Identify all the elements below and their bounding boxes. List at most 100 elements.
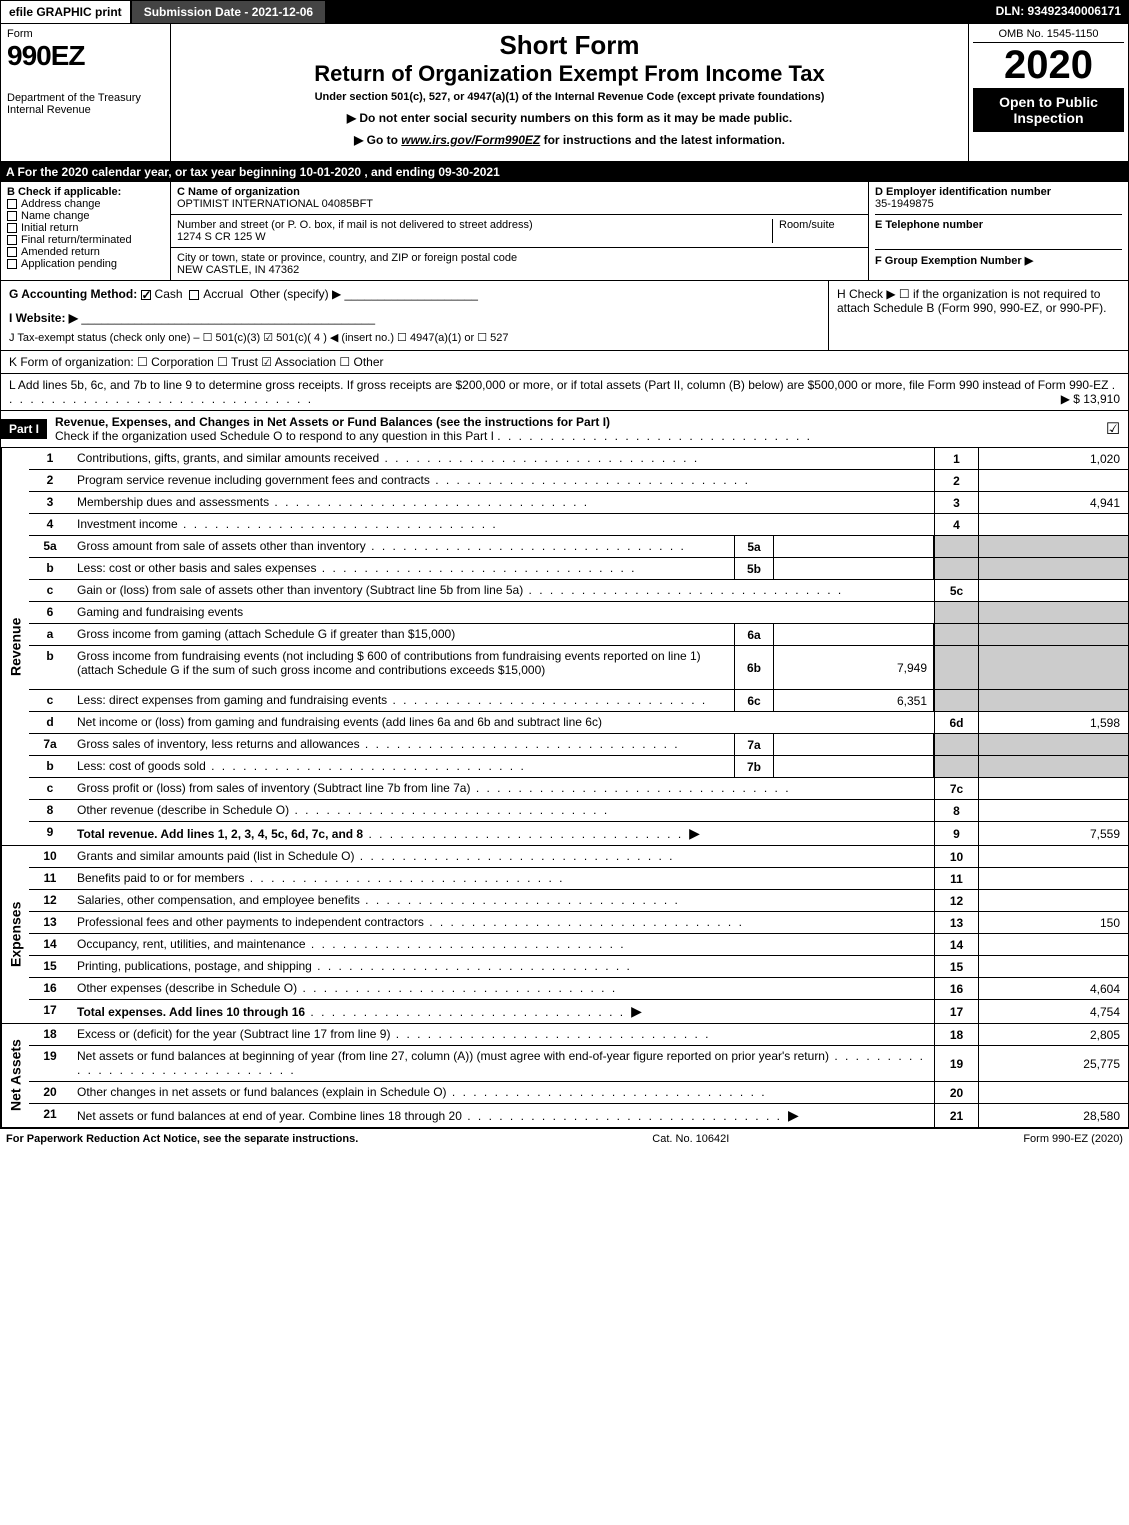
l13-rv: 150 [978,912,1128,933]
l9-arrow: ▶ [683,825,706,841]
line-21: 21 Net assets or fund balances at end of… [29,1104,1128,1127]
l7a-sv [774,734,934,755]
chk-initial-label: Initial return [21,222,78,234]
l6-rv-shade [978,602,1128,623]
line-7b: b Less: cost of goods sold 7b [29,756,1128,778]
l21-rv: 28,580 [978,1104,1128,1127]
l18-rn: 18 [934,1024,978,1045]
l3-num: 3 [29,492,71,513]
l7b-sn: 7b [734,756,774,777]
l2-rn: 2 [934,470,978,491]
l1-rn: 1 [934,448,978,469]
line-i: I Website: ▶ [9,311,78,325]
l10-num: 10 [29,846,71,867]
line-16: 16 Other expenses (describe in Schedule … [29,978,1128,1000]
l7c-rn: 7c [934,778,978,799]
header-right: OMB No. 1545-1150 2020 Open to Public In… [968,24,1128,161]
part1-header: Part I Revenue, Expenses, and Changes in… [0,411,1129,448]
line-10: 10 Grants and similar amounts paid (list… [29,846,1128,868]
chk-final[interactable]: Final return/terminated [7,234,164,246]
l7c-num: c [29,778,71,799]
l4-rv [978,514,1128,535]
l6c-rv-shade [978,690,1128,711]
chk-accrual[interactable] [189,290,199,300]
goto-link[interactable]: www.irs.gov/Form990EZ [401,133,540,147]
l19-desc: Net assets or fund balances at beginning… [77,1049,829,1063]
l14-rn: 14 [934,934,978,955]
l12-num: 12 [29,890,71,911]
g-label: G Accounting Method: [9,287,137,301]
part1-title: Revenue, Expenses, and Changes in Net As… [55,415,610,429]
l6-num: 6 [29,602,71,623]
l4-num: 4 [29,514,71,535]
revenue-label: Revenue [1,448,29,845]
tax-year: 2020 [973,43,1124,88]
line-15: 15 Printing, publications, postage, and … [29,956,1128,978]
part1-check[interactable]: ☑ [1098,419,1128,439]
l19-rv: 25,775 [978,1046,1128,1081]
submission-date: Submission Date - 2021-12-06 [131,0,326,24]
chk-amended-label: Amended return [21,246,100,258]
org-name-label: C Name of organization [177,186,862,198]
main-title: Return of Organization Exempt From Incom… [181,61,958,87]
l8-desc: Other revenue (describe in Schedule O) [77,803,289,817]
accrual-label: Accrual [203,287,243,301]
l17-rv: 4,754 [978,1000,1128,1023]
l7b-rn-shade [934,756,978,777]
line-12: 12 Salaries, other compensation, and emp… [29,890,1128,912]
dln: DLN: 93492340006171 [988,0,1129,24]
l17-desc: Total expenses. Add lines 10 through 16 [77,1005,305,1019]
city-label: City or town, state or province, country… [177,252,862,264]
l16-num: 16 [29,978,71,999]
l5b-rv-shade [978,558,1128,579]
other-label: Other (specify) ▶ [250,287,341,301]
l6c-desc: Less: direct expenses from gaming and fu… [77,693,387,707]
l20-desc: Other changes in net assets or fund bala… [77,1085,447,1099]
l7a-rn-shade [934,734,978,755]
l6d-rn: 6d [934,712,978,733]
l9-rv: 7,559 [978,822,1128,845]
goto-post: for instructions and the latest informat… [540,133,785,147]
l1-num: 1 [29,448,71,469]
l17-rn: 17 [934,1000,978,1023]
l10-rv [978,846,1128,867]
l6a-rn-shade [934,624,978,645]
chk-initial[interactable]: Initial return [7,222,164,234]
l5a-desc: Gross amount from sale of assets other t… [77,539,366,553]
footer-right: Form 990-EZ (2020) [1023,1133,1123,1145]
l5c-num: c [29,580,71,601]
line-5a: 5a Gross amount from sale of assets othe… [29,536,1128,558]
top-bar: efile GRAPHIC print Submission Date - 20… [0,0,1129,24]
org-name-cell: C Name of organization OPTIMIST INTERNAT… [171,182,868,215]
l7a-sn: 7a [734,734,774,755]
l8-rv [978,800,1128,821]
chk-cash[interactable] [141,290,151,300]
l7b-rv-shade [978,756,1128,777]
l19-num: 19 [29,1046,71,1081]
l6a-desc: Gross income from gaming (attach Schedul… [71,624,734,645]
chk-name[interactable]: Name change [7,210,164,222]
chk-name-label: Name change [21,210,90,222]
box-c: C Name of organization OPTIMIST INTERNAT… [171,182,868,280]
l1-rv: 1,020 [978,448,1128,469]
cash-label: Cash [155,287,183,301]
line-l-amount: ▶ $ 13,910 [1061,392,1120,406]
gh-row: G Accounting Method: Cash Accrual Other … [0,281,1129,351]
l7c-desc: Gross profit or (loss) from sales of inv… [77,781,470,795]
line-7a: 7a Gross sales of inventory, less return… [29,734,1128,756]
chk-address[interactable]: Address change [7,198,164,210]
chk-pending[interactable]: Application pending [7,258,164,270]
l12-desc: Salaries, other compensation, and employ… [77,893,360,907]
phone-label: E Telephone number [875,214,1122,231]
l5c-desc: Gain or (loss) from sale of assets other… [77,583,523,597]
line-17: 17 Total expenses. Add lines 10 through … [29,1000,1128,1023]
l11-num: 11 [29,868,71,889]
l6a-rv-shade [978,624,1128,645]
l9-desc: Total revenue. Add lines 1, 2, 3, 4, 5c,… [77,827,363,841]
l15-rv [978,956,1128,977]
chk-amended[interactable]: Amended return [7,246,164,258]
revenue-group: Revenue 1 Contributions, gifts, grants, … [0,448,1129,845]
l20-rv [978,1082,1128,1103]
l5b-num: b [29,558,71,579]
l3-rn: 3 [934,492,978,513]
